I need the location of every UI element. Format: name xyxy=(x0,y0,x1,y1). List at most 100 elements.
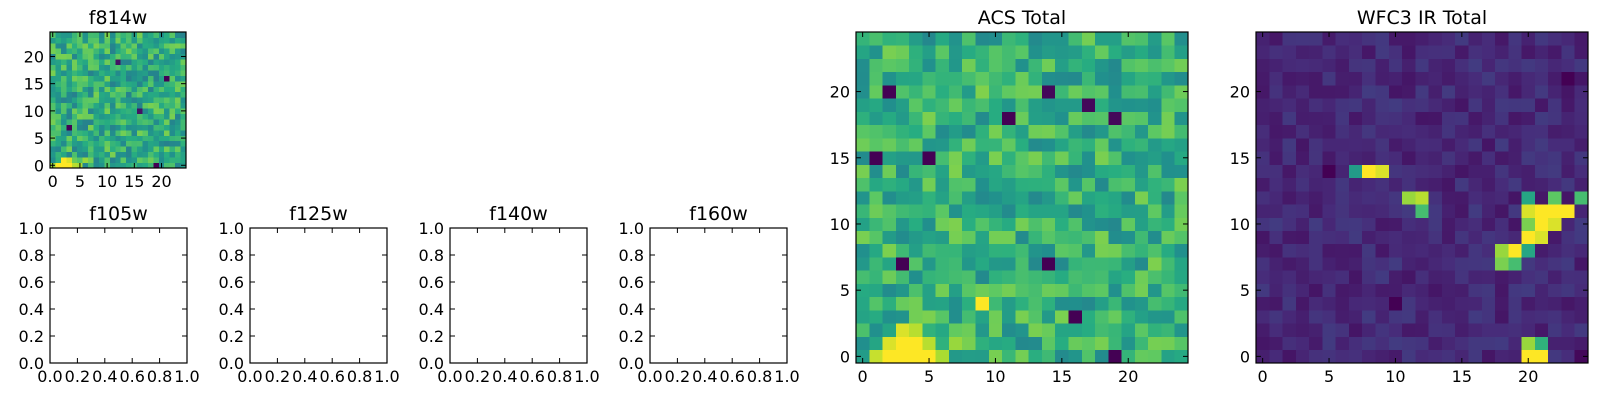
heatmap-cell xyxy=(1388,32,1403,46)
heatmap-cell xyxy=(975,84,990,99)
y-tick-label: 0.0 xyxy=(419,354,444,373)
heatmap-cell xyxy=(909,243,923,258)
heatmap-cell xyxy=(1108,230,1122,245)
heatmap-cell xyxy=(1081,230,1096,245)
heatmap-cell xyxy=(975,270,990,284)
heatmap-cell xyxy=(1002,98,1016,112)
heatmap-cell xyxy=(169,42,176,49)
heatmap-cell xyxy=(50,42,56,49)
heatmap-cell xyxy=(120,80,127,87)
heatmap-cell xyxy=(55,91,62,98)
heatmap-cell xyxy=(1161,217,1176,231)
heatmap-cell xyxy=(1481,323,1496,337)
heatmap-cell xyxy=(1028,71,1043,86)
heatmap-cell xyxy=(1441,257,1456,271)
heatmap-cell xyxy=(1081,257,1096,271)
heatmap-cell xyxy=(1095,164,1109,179)
heatmap-cell xyxy=(1521,217,1536,231)
heatmap-cell xyxy=(1095,124,1109,139)
heatmap-cell xyxy=(1121,230,1136,245)
heatmap-cell xyxy=(922,230,937,245)
heatmap-cell xyxy=(120,70,127,76)
heatmap-cell xyxy=(856,310,870,324)
heatmap-cell xyxy=(1388,310,1403,324)
y-tick-label: 0.4 xyxy=(219,300,244,319)
heatmap-cell xyxy=(120,59,127,66)
heatmap-cell xyxy=(180,102,187,109)
heatmap-cell xyxy=(153,97,160,104)
heatmap-cell xyxy=(1455,58,1469,73)
heatmap-cell xyxy=(922,151,937,165)
heatmap-cell xyxy=(175,113,181,120)
heatmap-cell xyxy=(60,70,67,76)
heatmap-cell xyxy=(1375,32,1390,46)
heatmap-cell xyxy=(158,48,165,55)
heatmap-cell xyxy=(1521,32,1536,46)
heatmap-cell xyxy=(922,137,937,152)
x-tick-label: 0.8 xyxy=(347,367,372,386)
heatmap-cell xyxy=(1402,310,1416,324)
heatmap-cell xyxy=(1508,270,1522,284)
heatmap-cell xyxy=(1375,190,1390,205)
heatmap-cell xyxy=(1534,349,1549,364)
heatmap-cell xyxy=(1028,151,1043,165)
heatmap-cell xyxy=(922,58,937,73)
axes-frame xyxy=(649,227,788,364)
heatmap-cell xyxy=(1548,32,1562,46)
heatmap-cell xyxy=(1081,217,1096,231)
heatmap-cell xyxy=(1508,111,1522,126)
heatmap-cell xyxy=(1481,310,1496,324)
heatmap-cell xyxy=(1269,71,1283,86)
heatmap-cell xyxy=(1534,124,1549,139)
heatmap-cell xyxy=(922,310,937,324)
heatmap-cell xyxy=(88,146,94,153)
heatmap-cell xyxy=(1428,124,1443,139)
heatmap-cell xyxy=(856,243,870,258)
heatmap-cell xyxy=(126,108,132,114)
heatmap-cell xyxy=(1455,257,1469,271)
heatmap-cell xyxy=(1521,151,1536,165)
heatmap-cell xyxy=(1256,270,1270,284)
heatmap-cell xyxy=(71,86,78,93)
subplot-title: f125w xyxy=(289,203,348,225)
heatmap-cell xyxy=(869,58,883,73)
heatmap-cell xyxy=(895,45,910,59)
heatmap-cell xyxy=(1015,151,1030,165)
heatmap-cell xyxy=(895,257,910,271)
heatmap-cell xyxy=(1055,111,1069,126)
heatmap-cell xyxy=(55,86,62,93)
heatmap-cell xyxy=(93,75,100,82)
heatmap-cell xyxy=(1309,190,1323,205)
heatmap-cell xyxy=(1362,257,1376,271)
heatmap-cell xyxy=(147,86,154,93)
heatmap-cell xyxy=(1108,336,1122,351)
heatmap-cell xyxy=(1428,98,1443,112)
heatmap-cell xyxy=(962,111,976,126)
heatmap-cell xyxy=(82,108,89,114)
heatmap-cell xyxy=(153,140,160,147)
heatmap-cell xyxy=(1415,257,1430,271)
heatmap-cell xyxy=(882,137,897,152)
heatmap-cell xyxy=(975,296,990,311)
heatmap-cell xyxy=(1362,84,1376,99)
heatmap-cell xyxy=(1148,257,1162,271)
x-tick-label: 0.2 xyxy=(65,367,90,386)
heatmap-cell xyxy=(1148,349,1162,364)
heatmap-cell xyxy=(66,59,73,66)
heatmap-cell xyxy=(142,140,149,147)
heatmap-cell xyxy=(66,80,73,87)
x-tick-label: 0.8 xyxy=(747,367,772,386)
heatmap-cell xyxy=(120,162,127,169)
heatmap-cell xyxy=(1121,151,1136,165)
heatmap-cell xyxy=(1068,111,1083,126)
heatmap-cell xyxy=(1108,32,1122,46)
y-tick-label: 0.6 xyxy=(419,273,444,292)
heatmap-cell xyxy=(1134,217,1149,231)
heatmap-cell xyxy=(1256,217,1270,231)
heatmap-cell xyxy=(1335,45,1350,59)
heatmap-cell xyxy=(856,111,870,126)
heatmap-cell xyxy=(1041,270,1056,284)
heatmap-cell xyxy=(1561,58,1576,73)
heatmap-cell xyxy=(1441,32,1456,46)
